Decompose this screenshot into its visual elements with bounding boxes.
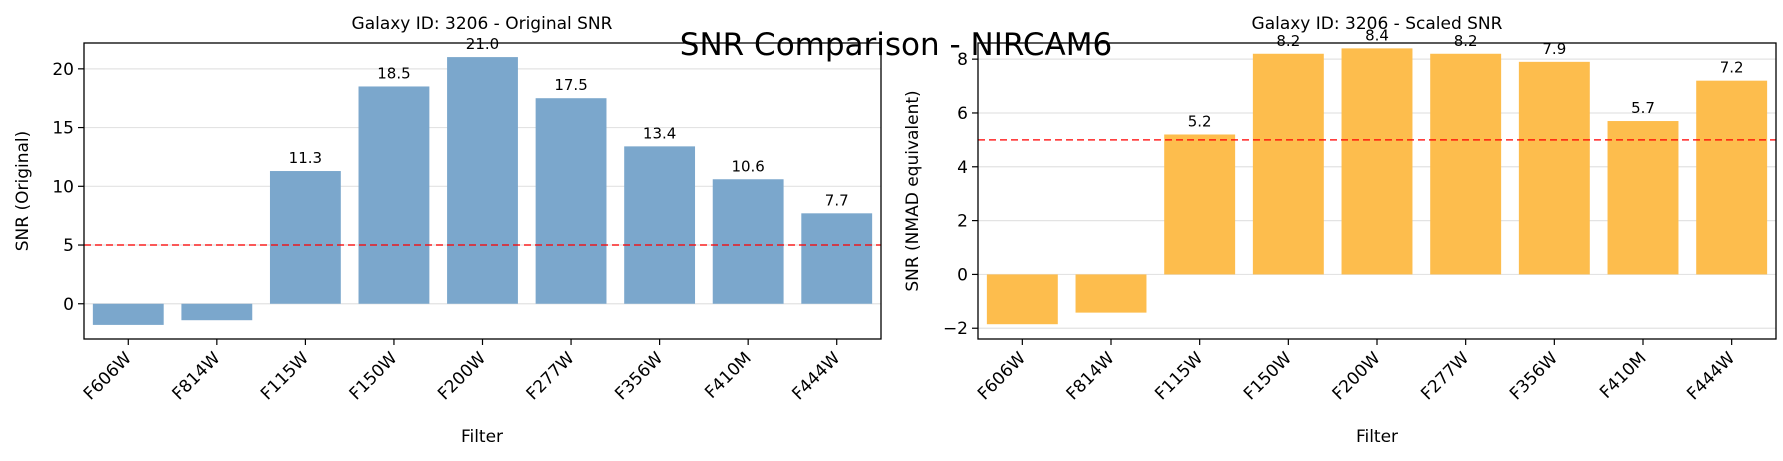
data-label: 7.7 [825,191,849,209]
bar-f356w [1518,61,1590,275]
data-label: 7.9 [1542,40,1566,58]
data-label: 17.5 [554,76,587,94]
x-tick-label: F115W [257,348,313,404]
data-label: 13.4 [643,124,676,142]
y-tick-label: 20 [52,60,74,80]
x-tick-label: F150W [1240,348,1296,404]
figure-title: SNR Comparison - NIRCAM6 [680,27,1112,63]
x-tick-label: F814W [1063,348,1119,404]
bar-f277w [1430,53,1502,275]
x-tick-label: F277W [523,348,579,404]
x-tick-label: F410M [701,348,755,402]
y-tick-label: 2 [957,212,968,232]
bar-f115w [269,171,341,304]
data-label: 18.5 [377,64,410,82]
bar-f814w [1075,274,1147,313]
bar-f150w [1252,53,1324,275]
bar-f410m [1607,121,1679,275]
x-tick-label: F606W [974,348,1030,404]
x-tick-label: F444W [1683,348,1739,404]
data-label: 8.2 [1454,32,1478,50]
bar-f410m [712,179,784,304]
data-label: 10.6 [731,157,764,175]
bar-f277w [535,98,607,304]
y-axis-label-original: SNR (Original) [13,131,33,252]
y-tick-label: 4 [957,158,968,178]
bar-f115w [1164,134,1236,275]
chart-scaled-snr: 5.2 8.2 8.4 8.2 7.9 5.7 7.2 −2 0 2 4 6 8 F606W F814W F1… [903,14,1777,447]
x-axis-label-scaled: Filter [1356,427,1398,447]
bar-f814w [181,303,253,321]
x-tick-label: F200W [434,348,490,404]
y-tick-label: 0 [957,265,968,285]
data-label: 5.7 [1631,99,1655,117]
data-label: 21.0 [466,35,499,53]
x-tick-label: F200W [1329,348,1385,404]
chart-title-original: Galaxy ID: 3206 - Original SNR [352,14,613,34]
chart-original-snr: 11.3 18.5 21.0 17.5 13.4 10.6 7.7 0 5 10 15 20 F606W… [13,14,882,447]
data-label: 8.2 [1276,32,1300,50]
data-label: 11.3 [289,149,322,167]
y-axis-label-scaled: SNR (NMAD equivalent) [903,90,923,291]
bar-f606w [986,274,1058,325]
bar-f200w [447,57,518,304]
y-tick-label: 5 [63,236,74,256]
y-tick-label: 0 [63,295,74,315]
chart-title-scaled: Galaxy ID: 3206 - Scaled SNR [1252,14,1503,34]
bar-f444w [1696,80,1768,275]
bar-f150w [358,86,430,304]
bar-f200w [1341,48,1413,275]
data-label: 5.2 [1188,112,1212,130]
data-label: 7.2 [1720,59,1744,77]
x-tick-label: F356W [1506,348,1562,404]
x-tick-label: F444W [788,348,844,404]
x-tick-label: F356W [611,348,667,404]
data-label: 8.4 [1365,26,1389,44]
bar-f356w [624,146,696,304]
bar-f606w [92,303,164,325]
y-tick-label: 15 [52,119,74,139]
x-tick-label: F277W [1417,348,1473,404]
bar-f444w [801,213,873,304]
x-axis-label-original: Filter [461,427,503,447]
x-tick-label: F150W [346,348,402,404]
x-tick-label: F115W [1151,348,1207,404]
x-tick-label: F814W [168,348,224,404]
y-tick-label: −2 [943,319,968,339]
x-tick-label: F606W [80,348,136,404]
y-tick-label: 8 [957,50,968,70]
y-tick-label: 10 [52,177,74,197]
x-tick-label: F410M [1596,348,1650,402]
y-tick-label: 6 [957,104,968,124]
